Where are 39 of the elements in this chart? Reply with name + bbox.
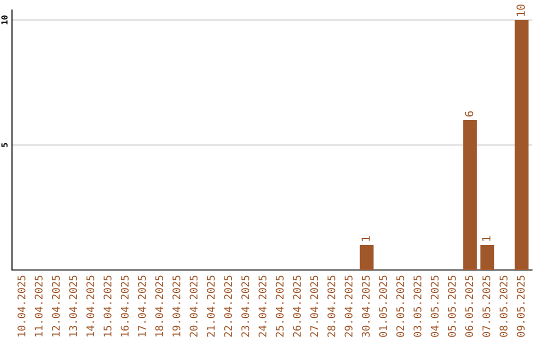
bar <box>480 245 494 270</box>
x-tick-label: 23.04.2025 <box>241 276 250 337</box>
bar <box>360 245 374 270</box>
x-tick-label: 04.05.2025 <box>430 276 439 337</box>
x-tick-label: 19.04.2025 <box>172 276 180 336</box>
x-tick-label: 17.04.2025 <box>138 276 146 336</box>
bar <box>514 20 529 270</box>
x-tick-label: 03.05.2025 <box>414 276 422 337</box>
data-label: 6 <box>464 111 474 116</box>
x-tick-label: 20.04.2025 <box>190 276 198 337</box>
x-tick-label: 08.05.2025 <box>500 276 508 337</box>
data-label: 1 <box>482 236 490 241</box>
x-tick-label: 30.04.2025 <box>362 276 370 337</box>
x-tick-label: 21.04.2025 <box>206 276 215 337</box>
x-tick-label: 01.05.2025 <box>379 276 387 337</box>
x-tick-label: 14.04.2025 <box>86 276 94 336</box>
data-label: 10 <box>516 4 525 16</box>
x-tick-label: 13.04.2025 <box>69 276 78 336</box>
x-tick-label: 02.05.2025 <box>396 276 404 337</box>
x-tick-label: 11.04.2025 <box>34 276 43 336</box>
x-tick-label: 22.04.2025 <box>224 276 232 337</box>
x-tick-label: 25.04.2025 <box>276 276 284 337</box>
x-tick-label: 26.04.2025 <box>293 276 301 337</box>
x-tick-label: 16.04.2025 <box>120 276 129 336</box>
x-tick-label: 06.05.2025 <box>465 276 474 337</box>
x-tick-label: 15.04.2025 <box>104 276 112 336</box>
x-tick-label: 27.04.2025 <box>310 276 318 337</box>
x-tick-label: 05.05.2025 <box>448 276 456 337</box>
x-tick-label: 12.04.2025 <box>52 276 60 336</box>
x-tick-label: 09.05.2025 <box>516 276 525 337</box>
x-tick-label: 28.04.2025 <box>327 276 336 337</box>
x-tick-label: 29.04.2025 <box>344 276 353 337</box>
x-tick-label: 24.04.2025 <box>258 276 266 337</box>
y-tick-label: 5 <box>1 143 8 147</box>
data-label: 1 <box>362 236 370 241</box>
x-tick-label: 07.05.2025 <box>482 276 490 337</box>
x-tick-label: 18.04.2025 <box>155 276 164 336</box>
x-tick-label: 10.04.2025 <box>18 276 26 336</box>
bar <box>463 120 477 270</box>
